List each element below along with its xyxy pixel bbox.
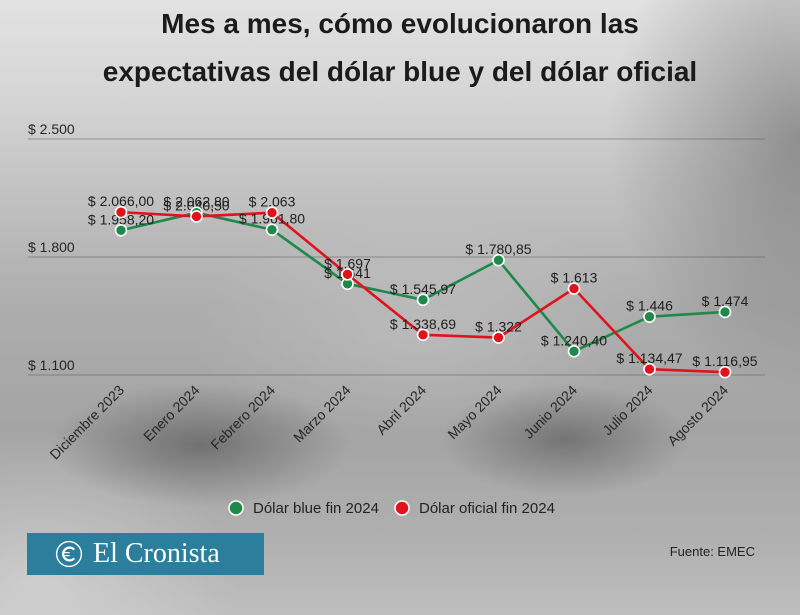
dolar-oficial-fin-2024-point — [643, 362, 656, 376]
dolar-oficial-fin-2024-data-label: $ 2.066,00 — [88, 193, 154, 209]
dolar-blue-fin-2024-data-label: $ 1.545,97 — [390, 281, 456, 297]
dolar-oficial-fin-2024-point — [718, 365, 732, 379]
dolar-oficial-fin-2024-data-label: $ 2.063 — [249, 194, 296, 210]
dolar-oficial-fin-2024-point — [341, 268, 354, 281]
dolar-oficial-fin-2024-data-label: $ 1.116,95 — [692, 353, 757, 369]
dolar-oficial-fin-2024-point — [114, 205, 128, 219]
dolar-blue-fin-2024-data-label: $ 1.240,40 — [541, 332, 607, 348]
dolar-blue-fin-2024-point — [492, 253, 505, 267]
dolar-oficial-fin-2024-data-label: $ 1.613 — [551, 270, 598, 286]
x-tick-label: Junio 2024 — [520, 382, 580, 442]
cronista-c-icon — [55, 540, 83, 568]
legend: Dólar blue fin 2024 Dólar oficial fin 20… — [228, 500, 555, 517]
dolar-blue-fin-2024-data-label: $ 1.780,85 — [465, 241, 531, 257]
dolar-oficial-fin-2024-data-label: $ 1.322 — [475, 319, 522, 335]
source-note: Fuente: EMEC — [669, 544, 755, 559]
x-tick-label: Julio 2024 — [599, 382, 656, 439]
data-points — [114, 205, 732, 379]
dolar-blue-fin-2024-point — [567, 345, 581, 358]
y-tick-label: $ 1.100 — [28, 357, 75, 373]
dolar-blue-fin-2024-data-label: $ 1.446 — [626, 298, 673, 314]
x-tick-label: Mayo 2024 — [444, 382, 504, 442]
dolar-oficial-fin-2024-data-label: $ 2.040,50 — [163, 197, 229, 213]
x-tick-label: Enero 2024 — [140, 382, 203, 445]
legend-label-dolar-blue: Dólar blue fin 2024 — [253, 500, 379, 517]
dolar-oficial-fin-2024-data-label: $ 1.338,69 — [390, 316, 456, 332]
dolar-blue-fin-2024-point — [114, 224, 128, 237]
x-tick-label: Febrero 2024 — [207, 382, 278, 453]
legend-marker-dolar-oficial — [394, 500, 410, 516]
legend-label-dolar-oficial: Dólar oficial fin 2024 — [419, 500, 555, 517]
chart-title-line-2: expectativas del dólar blue y del dólar … — [102, 56, 698, 87]
data-labels: $ 1.958,20$ 2.062,80$ 1.961,80$ 1.641$ 1… — [88, 193, 758, 369]
x-tick-label: Diciembre 2023 — [46, 382, 127, 463]
x-tick-label: Marzo 2024 — [290, 382, 354, 446]
logo-wordmark: El Cronista — [93, 538, 220, 569]
gridlines — [28, 138, 765, 376]
chart-title: Mes a mes, cómo evolucionaron las expect… — [0, 0, 800, 96]
dolar-oficial-fin-2024-data-label: $ 1.697 — [324, 255, 371, 271]
dolar-blue-fin-2024-point — [265, 223, 279, 237]
y-tick-label: $ 1.800 — [28, 239, 75, 255]
legend-marker-dolar-blue — [228, 500, 244, 516]
dolar-oficial-fin-2024-point — [416, 328, 430, 342]
x-axis: Diciembre 2023 Enero 2024 Febrero 2024 Marz… — [46, 382, 731, 463]
dolar-oficial-fin-2024-point — [492, 331, 505, 344]
y-tick-label: $ 2.500 — [28, 121, 75, 137]
el-cronista-logo: El Cronista — [27, 533, 264, 575]
x-tick-label: Abril 2024 — [373, 382, 429, 438]
x-tick-label: Agosto 2024 — [664, 382, 731, 449]
dolar-oficial-fin-2024-data-label: $ 1.134,47 — [616, 350, 682, 366]
dolar-oficial-fin-2024-point — [567, 282, 581, 295]
y-axis: $ 2.500 $ 1.800 $ 1.100 — [28, 121, 75, 373]
dolar-oficial-fin-2024-point — [265, 206, 279, 219]
dolar-blue-fin-2024-point — [718, 305, 732, 319]
dolar-blue-fin-2024-data-label: $ 1.958,20 — [88, 211, 154, 227]
dolar-oficial-fin-2024-point — [190, 210, 203, 223]
dolar-blue-fin-2024-point — [643, 310, 656, 323]
dolar-blue-fin-2024-point — [416, 293, 430, 307]
dolar-blue-fin-2024-data-label: $ 2.062,80 — [163, 194, 229, 210]
dolar-blue-fin-2024-data-label: $ 1.474 — [702, 293, 749, 309]
chart-title-line-1: Mes a mes, cómo evolucionaron las — [161, 8, 639, 39]
